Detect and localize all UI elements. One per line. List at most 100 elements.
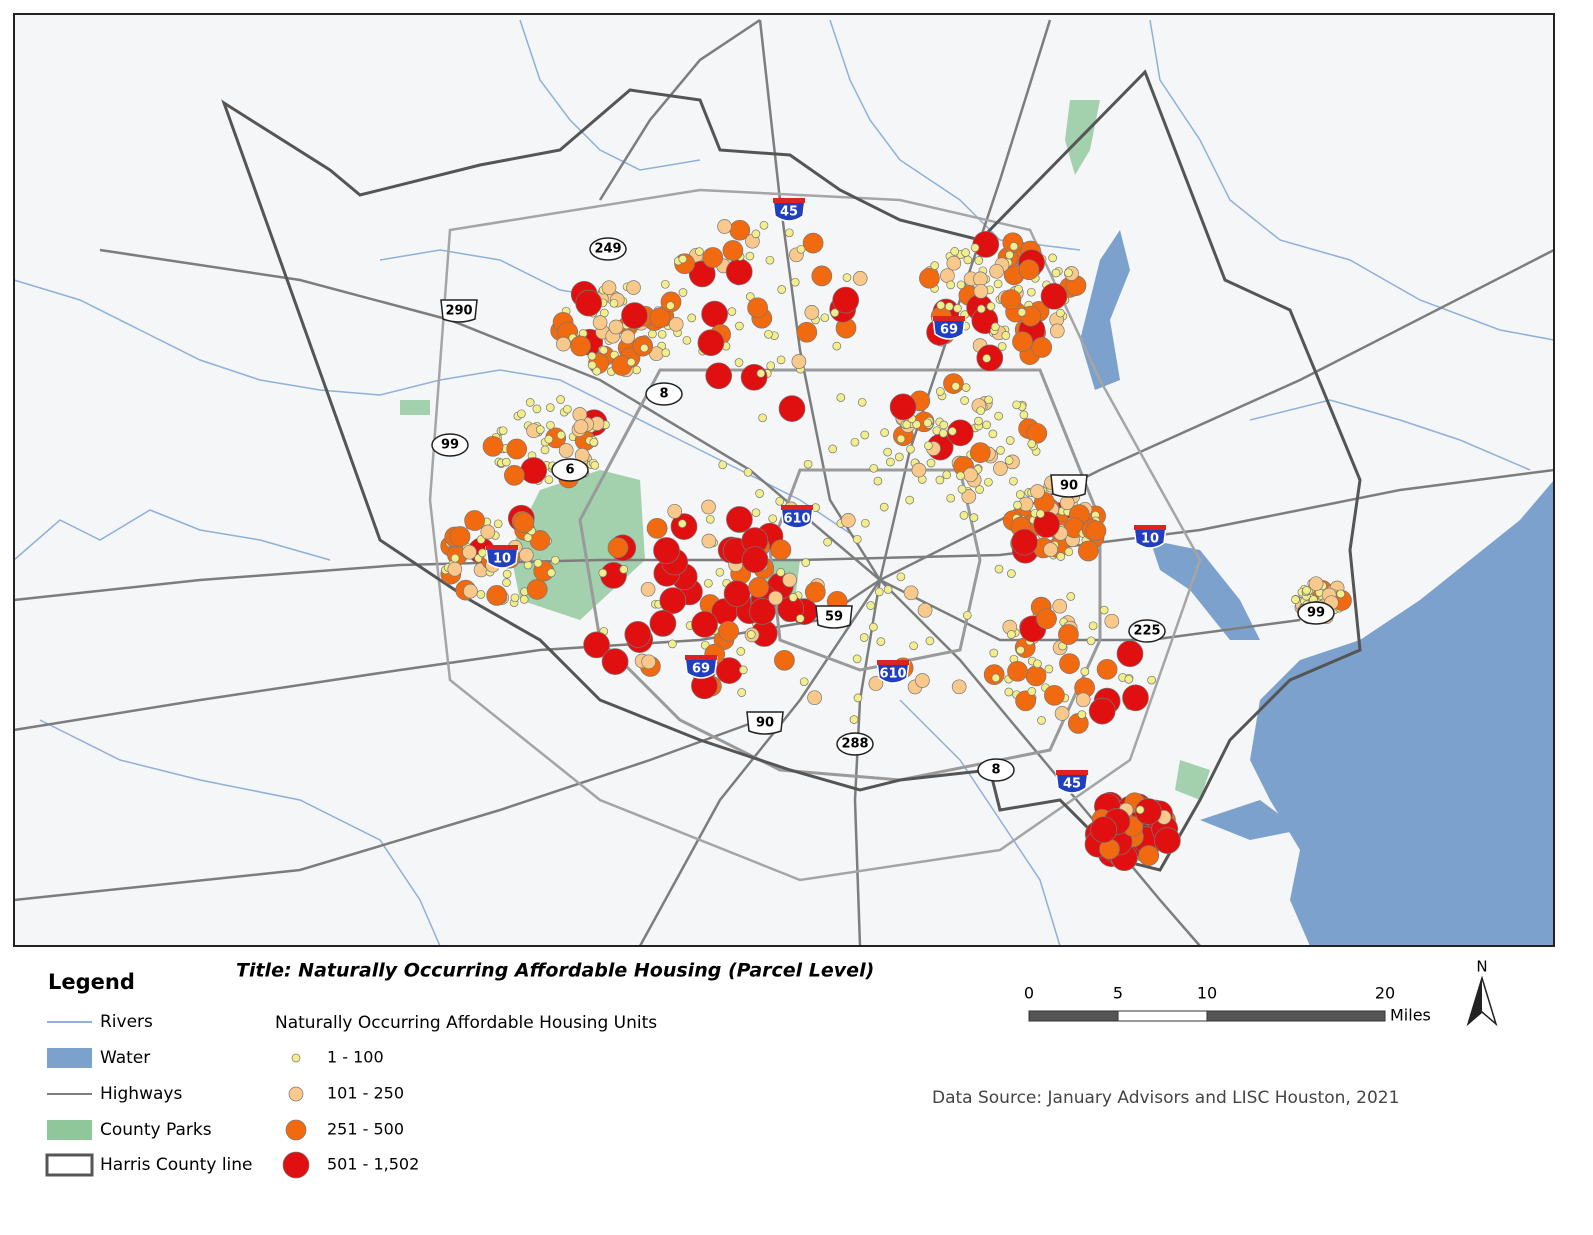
housing-dot (1104, 613, 1120, 629)
legend-label: Highways (100, 1084, 182, 1104)
shield-label: 69 (940, 323, 958, 338)
highway-shield: 10 (485, 545, 519, 569)
housing-dot (924, 441, 933, 451)
housing-dot (969, 442, 991, 463)
housing-dot (860, 430, 870, 440)
housing-dot (1154, 827, 1181, 854)
housing-dot (930, 261, 940, 270)
housing-dot (1088, 621, 1098, 631)
housing-dot (477, 548, 487, 558)
housing-dot (726, 506, 753, 533)
highway-shield: 249 (589, 237, 627, 261)
grand-parkway (428, 188, 1202, 882)
housing-dot (823, 537, 832, 547)
housing-dot (1012, 331, 1033, 353)
housing-dot (705, 514, 715, 524)
housing-dot (640, 581, 656, 597)
housing-dot (796, 244, 806, 254)
housing-dot (993, 279, 1003, 289)
housing-dot (774, 649, 795, 671)
housing-dot (1124, 674, 1134, 684)
housing-dot (504, 464, 525, 486)
housing-dot (678, 288, 688, 297)
housing-dot (626, 280, 641, 295)
housing-dot (936, 300, 946, 310)
housing-dot (502, 578, 511, 587)
housing-dot (1001, 331, 1011, 340)
state-shield (1128, 619, 1166, 643)
housing-dot (523, 533, 533, 542)
housing-dot (994, 411, 1003, 421)
housing-dot (1009, 476, 1018, 486)
housing-dot (556, 336, 571, 352)
legend-class: 251 - 500 (327, 1120, 404, 1139)
housing-dot (482, 435, 504, 457)
housing-dot (621, 302, 648, 329)
housing-dot (464, 510, 485, 531)
housing-dot (894, 452, 904, 462)
state-shield (431, 433, 469, 457)
housing-dot (619, 565, 629, 574)
housing-dot (1005, 436, 1015, 445)
housing-dot (879, 502, 889, 512)
state-shield (645, 382, 683, 406)
interstate-band (877, 660, 909, 665)
highway-shield: 59 (815, 605, 853, 629)
scale-tick-label: 0 (1024, 984, 1034, 1003)
housing-dot (556, 395, 565, 404)
housing-dot (668, 316, 684, 332)
county-park (400, 400, 430, 415)
housing-dot (970, 243, 980, 253)
housing-dot (639, 343, 649, 353)
scale-tick-label: 20 (1375, 984, 1395, 1003)
housing-dot (784, 228, 794, 238)
housing-dot (796, 321, 818, 343)
housing-dot (746, 630, 756, 639)
scale-segment (1206, 1010, 1386, 1022)
housing-dot (546, 420, 555, 430)
housing-dot (1088, 697, 1116, 725)
highway-shield: 45 (1055, 770, 1089, 794)
legend-heading: Legend (48, 970, 135, 994)
housing-dot (697, 329, 725, 357)
housing-dot (701, 300, 728, 328)
housing-dot (1134, 798, 1162, 825)
housing-dot (935, 475, 945, 485)
housing-dot (701, 499, 716, 515)
housing-dot (447, 561, 463, 577)
housing-dot (743, 467, 753, 477)
housing-dot (873, 476, 883, 486)
housing-dot (951, 381, 961, 391)
housing-dot (989, 648, 999, 658)
housing-dot (691, 610, 718, 638)
housing-dot (476, 590, 486, 599)
housing-dot (502, 569, 512, 579)
housing-dot (518, 547, 534, 563)
legend-label: Harris County line (100, 1155, 253, 1175)
housing-dot (802, 232, 824, 254)
housing-dot (550, 555, 560, 565)
state-shield (977, 758, 1015, 782)
housing-dot (725, 258, 753, 286)
housing-dot (919, 267, 940, 289)
housing-dot (915, 673, 930, 688)
housing-dot (510, 593, 520, 603)
highway (598, 18, 761, 201)
housing-dot (926, 458, 936, 468)
housing-dot (1007, 630, 1016, 639)
housing-dot (923, 418, 932, 428)
housing-dot (727, 307, 737, 316)
housing-dot (880, 428, 889, 437)
water (1150, 540, 1260, 640)
housing-dot (804, 305, 820, 320)
state-shield (551, 458, 589, 482)
housing-dot (969, 513, 979, 522)
housing-dot (905, 495, 915, 505)
housing-dot (695, 247, 704, 256)
housing-dot (1080, 667, 1090, 676)
housing-dot (776, 568, 786, 577)
housing-dot (803, 459, 813, 469)
housing-dot (903, 585, 919, 601)
us-shield (440, 299, 478, 323)
